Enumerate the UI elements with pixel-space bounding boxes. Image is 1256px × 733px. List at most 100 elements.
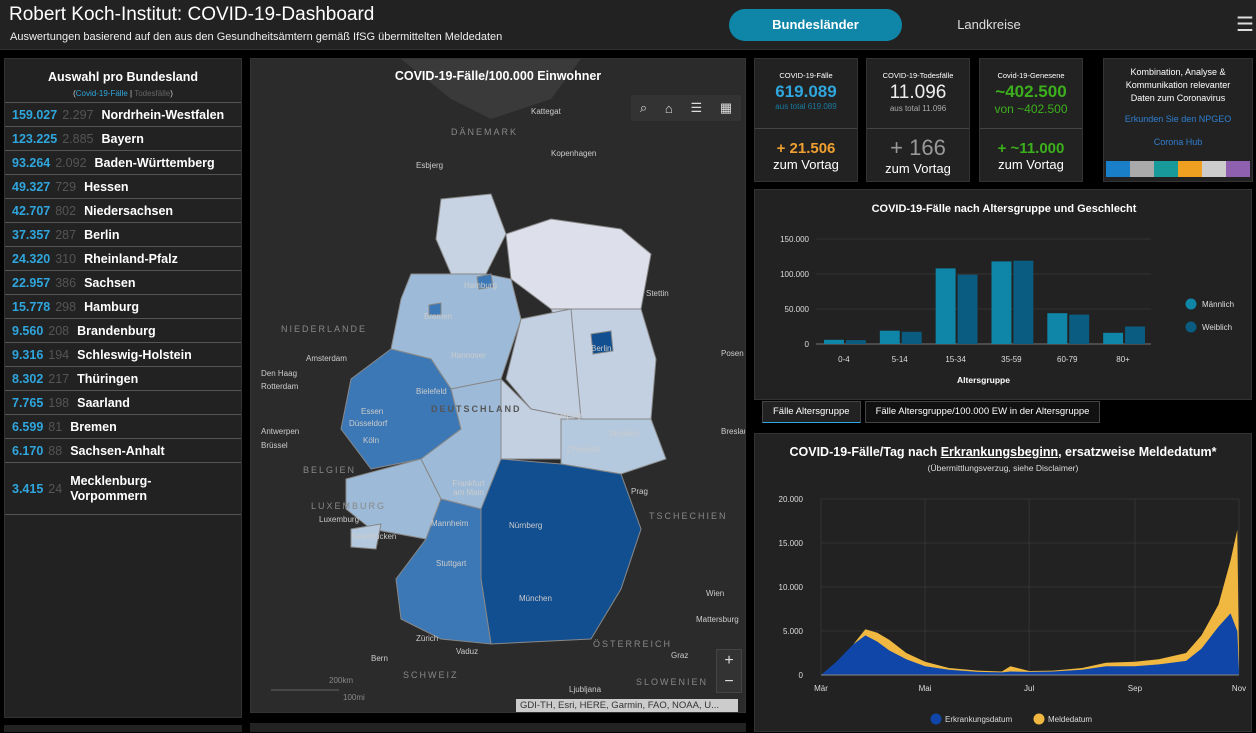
paren: ( bbox=[73, 89, 76, 98]
country-label: TSCHECHIEN bbox=[649, 511, 728, 521]
y-tick-label: 5.000 bbox=[783, 627, 804, 636]
hamburger-menu-icon[interactable]: ☰ bbox=[1236, 14, 1254, 36]
plant-icon[interactable] bbox=[1106, 161, 1130, 177]
bundesland-row[interactable]: 159.027 2.297 Nordrhein-Westfalen bbox=[5, 103, 241, 127]
bundesland-name: Rheinland-Pfalz bbox=[84, 251, 178, 266]
bundesland-row[interactable]: 42.707 802 Niedersachsen bbox=[5, 199, 241, 223]
city-label: Saarbrücken bbox=[351, 532, 397, 541]
npgeo-link[interactable]: Erkunden Sie den NPGEO bbox=[1124, 114, 1232, 124]
case-count: 123.225 bbox=[12, 131, 58, 146]
map-panel[interactable]: COVID-19-Fälle/100.000 Einwohner Kattega… bbox=[250, 58, 746, 713]
bundesland-row[interactable]: 37.357 287 Berlin bbox=[5, 223, 241, 247]
map-attribution[interactable]: GDI-TH, Esri, HERE, Garmin, FAO, NOAA, U… bbox=[516, 699, 738, 712]
bar-männlich bbox=[1047, 313, 1068, 344]
kpi-delta: + 166 bbox=[890, 135, 946, 160]
x-tick-label: 5-14 bbox=[892, 355, 909, 364]
state-mecklenburg-vorpommern[interactable] bbox=[505, 218, 652, 310]
bundesland-name: Nordrhein-Westfalen bbox=[101, 107, 225, 122]
kpi-label: COVID-19-Todesfälle bbox=[882, 71, 954, 80]
case-count: 7.765 bbox=[12, 395, 44, 410]
state-baden-wuerttemberg[interactable] bbox=[395, 498, 492, 645]
tab-bundeslaender[interactable]: Bundesländer bbox=[729, 9, 902, 41]
death-count: 802 bbox=[55, 203, 77, 218]
legend-label: Weiblich bbox=[1202, 323, 1232, 332]
city-label: Rotterdam bbox=[261, 382, 299, 391]
bundesland-row[interactable]: 9.560 208 Brandenburg bbox=[5, 319, 241, 343]
people-icon[interactable] bbox=[1154, 161, 1178, 177]
grid-icon[interactable]: ▦ bbox=[719, 100, 733, 115]
death-count: 2.092 bbox=[55, 155, 87, 170]
bundesland-row[interactable]: 49.327 729 Hessen bbox=[5, 175, 241, 199]
kpi-delta: + 21.506 bbox=[776, 140, 836, 157]
bundesland-row[interactable]: 8.302 217 Thüringen bbox=[5, 367, 241, 391]
x-tick-label: 60-79 bbox=[1057, 355, 1078, 364]
tab-landkreise[interactable]: Landkreise bbox=[957, 17, 1021, 32]
bundesland-row[interactable]: 6.599 81 Bremen bbox=[5, 415, 241, 439]
x-axis-label: Altersgruppe bbox=[957, 375, 1010, 385]
state-bremen[interactable] bbox=[428, 302, 442, 316]
daily-chart-subtitle: (Übermittlungsverzug, siehe Disclaimer) bbox=[927, 463, 1079, 473]
case-count: 6.599 bbox=[12, 419, 44, 434]
chart-title: COVID-19-Fälle nach Altersgruppe und Ges… bbox=[872, 203, 1137, 215]
bundesland-row[interactable]: 3.415 24 Mecklenburg-Vorpommern bbox=[5, 463, 241, 515]
city-label: Ljubljana bbox=[569, 685, 602, 694]
thermometer-icon[interactable] bbox=[1130, 161, 1154, 177]
bundesland-row[interactable]: 22.957 386 Sachsen bbox=[5, 271, 241, 295]
tab-faelle-altersgruppe[interactable]: Fälle Altersgruppe bbox=[762, 401, 861, 423]
kpi-card: COVID-19-Todesfälle 11.096 aus total 11.09… bbox=[866, 58, 970, 182]
area-erkrankungsdatum bbox=[821, 613, 1239, 675]
bar-weiblich bbox=[1069, 314, 1090, 344]
daily-chart-title: COVID-19-Fälle/Tag nach Erkrankungsbegin… bbox=[755, 445, 1251, 459]
bundesland-row[interactable]: 24.320 310 Rheinland-Pfalz bbox=[5, 247, 241, 271]
zoom-out-button[interactable]: − bbox=[724, 673, 734, 690]
legend-cases: Covid-19-Fälle bbox=[75, 89, 128, 98]
kpi-sub: aus total 619.089 bbox=[775, 102, 837, 111]
bundesland-row[interactable]: 9.316 194 Schleswig-Holstein bbox=[5, 343, 241, 367]
chart-icon[interactable] bbox=[1178, 161, 1202, 177]
country-label: ÖSTERREICH bbox=[593, 639, 673, 649]
bar-männlich bbox=[1103, 332, 1124, 344]
state-berlin[interactable] bbox=[590, 330, 614, 355]
house-icon[interactable] bbox=[1226, 161, 1250, 177]
y-tick-label: 0 bbox=[805, 340, 810, 349]
city-label: Berlin bbox=[591, 344, 612, 353]
state-sachsen[interactable] bbox=[560, 418, 667, 475]
search-icon[interactable]: ⌕ bbox=[639, 100, 648, 115]
state-saarland[interactable] bbox=[350, 523, 382, 550]
case-count: 8.302 bbox=[12, 371, 44, 386]
daily-cases-chart-panel: COVID-19-Fälle/Tag nach Erkrankungsbegin… bbox=[754, 433, 1252, 732]
bundesland-row[interactable]: 6.170 88 Sachsen-Anhalt bbox=[5, 439, 241, 463]
title-part: , ersatzweise Meldedatum* bbox=[1058, 445, 1217, 459]
car-icon[interactable] bbox=[1202, 161, 1226, 177]
kpi-sub: von ~402.500 bbox=[994, 102, 1068, 116]
erkrankungsbeginn-link[interactable]: Erkrankungsbeginn bbox=[940, 445, 1059, 459]
case-count: 9.316 bbox=[12, 347, 44, 362]
bundesland-row[interactable]: 123.225 2.885 Bayern bbox=[5, 127, 241, 151]
kpi-label: COVID-19-Fälle bbox=[779, 71, 833, 80]
bundesland-name: Hamburg bbox=[84, 299, 139, 314]
x-tick-label: Mai bbox=[919, 684, 932, 693]
tab-faelle-altersgruppe-pro-100000[interactable]: Fälle Altersgruppe/100.000 EW in der Alt… bbox=[864, 401, 1101, 423]
city-label: Stuttgart bbox=[436, 559, 467, 568]
city-label: Dresden bbox=[609, 429, 640, 438]
state-hamburg[interactable] bbox=[476, 273, 494, 290]
list-icon[interactable]: ☰ bbox=[690, 100, 703, 115]
kpi-label: Covid-19-Genesene bbox=[997, 71, 1065, 80]
country-label: BELGIEN bbox=[303, 465, 357, 475]
y-tick-label: 150.000 bbox=[780, 235, 809, 244]
kpi-card: Covid-19-Genesene ~402.500 von ~402.500 + ~… bbox=[979, 58, 1083, 182]
x-tick-label: Jul bbox=[1024, 684, 1034, 693]
germany-map[interactable] bbox=[251, 59, 746, 713]
scale-mi: 100mi bbox=[343, 693, 365, 702]
city-label: Köln bbox=[363, 436, 380, 445]
country-label: DEUTSCHLAND bbox=[431, 404, 522, 414]
corona-hub-link[interactable]: Corona Hub bbox=[1153, 137, 1203, 147]
home-icon[interactable]: ⌂ bbox=[664, 100, 673, 116]
list-legend: (Covid-19-Fälle | Todesfälle) bbox=[5, 89, 241, 98]
bundesland-row[interactable]: 15.778 298 Hamburg bbox=[5, 295, 241, 319]
bundesland-row[interactable]: 93.264 2.092 Baden-Württemberg bbox=[5, 151, 241, 175]
bundesland-name: Bayern bbox=[101, 131, 144, 146]
bar-weiblich bbox=[1013, 260, 1034, 344]
zoom-in-button[interactable]: + bbox=[724, 652, 734, 669]
bundesland-row[interactable]: 7.765 198 Saarland bbox=[5, 391, 241, 415]
